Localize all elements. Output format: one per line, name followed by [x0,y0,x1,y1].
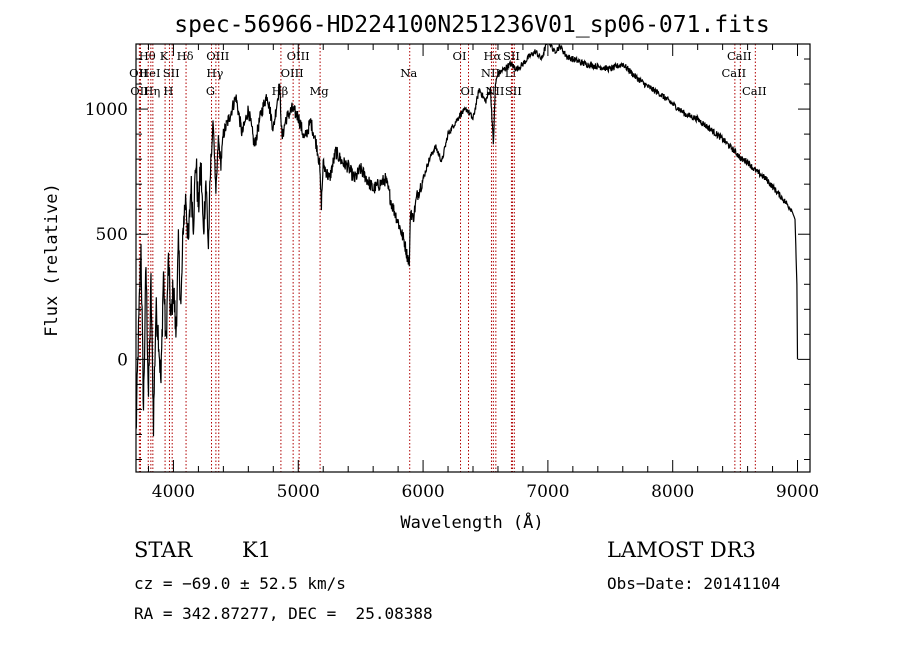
line-label-9: OIII [206,49,229,63]
line-label-3: HeI [139,66,160,80]
survey-name: LAMOST DR3 [607,538,756,562]
line-label-26: CaII [721,66,746,80]
line-label-18: OI [461,84,475,98]
object-class: STAR [134,538,193,562]
y-tick-label: 1000 [85,100,128,120]
coordinates-info: RA = 342.87277, DEC = 25.08388 [134,604,433,623]
object-subclass: K1 [242,538,272,562]
x-tick-label: 8000 [651,482,694,502]
line-label-21: NII [481,66,500,80]
line-label-25: CaII [727,49,752,63]
y-tick-label: 0 [117,350,128,370]
line-label-7: H [163,84,173,98]
line-label-10: Hγ [206,66,223,80]
x-tick-label: 9000 [776,482,819,502]
line-label-16: Na [400,66,417,80]
line-label-22: Li [505,66,517,80]
line-label-2: OII [130,84,149,98]
line-label-19: Hα [483,49,501,63]
observation-date: Obs−Date: 20141104 [607,574,781,593]
chart-title: spec-56966-HD224100N251236V01_sp06-071.f… [174,12,769,38]
line-label-4: Hη [143,84,160,98]
line-label-0: Hθ [139,49,156,63]
y-tick-label: 500 [96,225,128,245]
y-axis-label: Flux (relative) [42,183,62,337]
plot-frame: 4000 5000 6000 7000 8000 9000 0 500 1000 [85,43,819,502]
line-label-24: SII [505,84,522,98]
line-label-6: SII [163,66,180,80]
spectrum-series [136,44,799,437]
line-label-13: OIII [281,66,304,80]
x-tick-label: 7000 [526,482,569,502]
line-label-1: OII [129,66,148,80]
line-label-8: Hδ [177,49,194,63]
line-label-5: K [160,49,169,63]
redshift-info: cz = −69.0 ± 52.5 km/s [134,574,346,593]
line-label-11: G [206,84,215,98]
x-tick-label: 5000 [277,482,320,502]
x-tick-label: 4000 [152,482,195,502]
line-label-17: OI [453,49,467,63]
line-label-27: CaII [742,84,767,98]
spectrum-line [136,44,799,437]
line-label-15: Mg [310,84,330,98]
x-axis-label: Wavelength (Å) [400,511,543,533]
x-tick-label: 6000 [401,482,444,502]
